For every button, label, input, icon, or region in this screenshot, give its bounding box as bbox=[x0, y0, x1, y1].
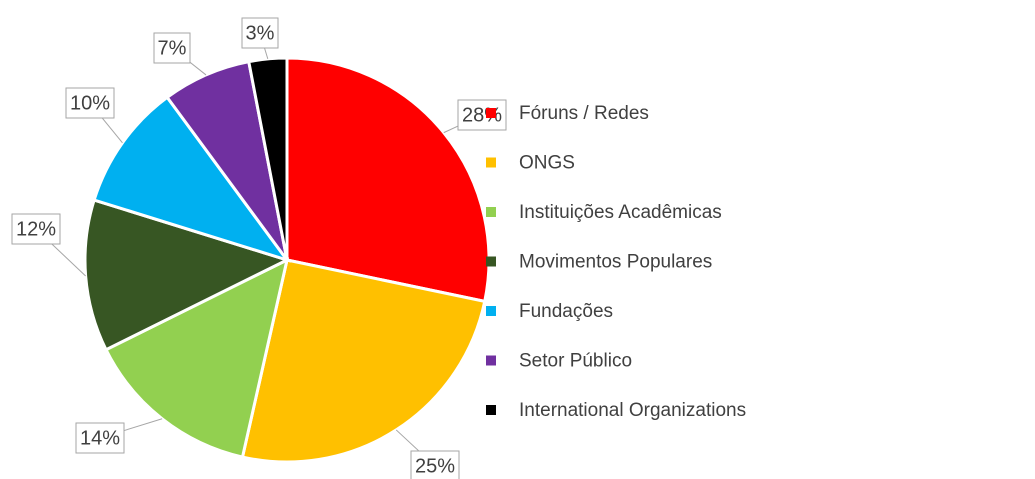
legend-marker bbox=[486, 108, 496, 118]
data-label: 3% bbox=[246, 22, 275, 44]
legend-label: ONGS bbox=[519, 153, 575, 174]
data-label: 25% bbox=[415, 455, 455, 477]
legend-label: Fundações bbox=[519, 301, 613, 322]
legend-marker bbox=[486, 306, 496, 316]
legend-label: Setor Público bbox=[519, 351, 632, 372]
legend-label: Instituições Acadêmicas bbox=[519, 202, 722, 223]
data-label-box bbox=[11, 213, 61, 245]
data-label-box bbox=[410, 450, 460, 479]
data-label: 7% bbox=[158, 37, 187, 59]
pie-slice bbox=[83, 198, 292, 352]
data-label-box bbox=[153, 32, 191, 64]
legend-label: Movimentos Populares bbox=[519, 252, 712, 273]
legend-label: International Organizations bbox=[519, 400, 746, 421]
data-label: 14% bbox=[80, 427, 120, 449]
data-label: 12% bbox=[16, 218, 56, 240]
data-label-box bbox=[75, 422, 125, 454]
legend-marker bbox=[486, 256, 496, 267]
legend-label: Fóruns / Redes bbox=[519, 103, 649, 124]
data-label: 28% bbox=[462, 104, 502, 126]
data-label: 10% bbox=[70, 92, 110, 114]
legend-marker bbox=[486, 355, 496, 366]
data-label-box bbox=[65, 87, 115, 119]
data-label-box bbox=[457, 99, 507, 131]
legend-marker bbox=[486, 405, 496, 415]
legend-marker bbox=[486, 157, 496, 168]
legend-marker bbox=[486, 207, 496, 217]
data-label-box bbox=[241, 17, 279, 49]
pie-slice bbox=[92, 95, 291, 263]
